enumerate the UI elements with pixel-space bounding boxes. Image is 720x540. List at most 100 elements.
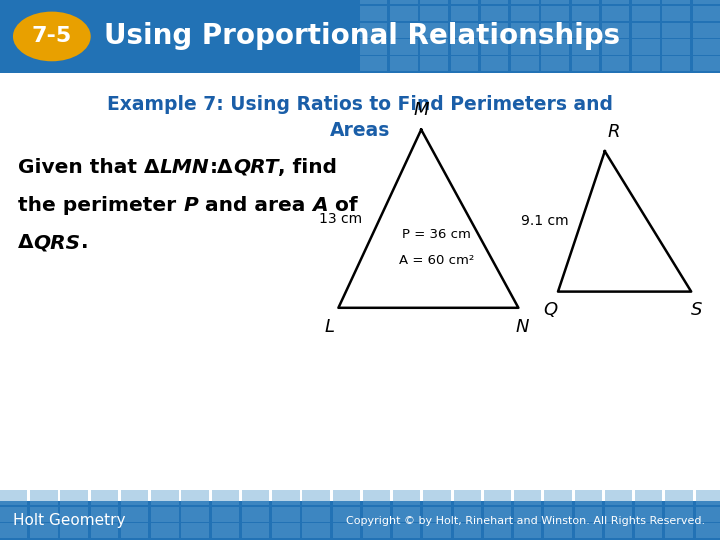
Bar [511, 6, 539, 21]
Text: .: . [81, 233, 89, 253]
Text: A: A [312, 195, 328, 215]
Bar [390, 39, 418, 55]
Bar [575, 490, 602, 505]
Bar [91, 523, 118, 538]
Bar [602, 6, 629, 21]
Bar [30, 507, 58, 522]
Bar [390, 0, 418, 4]
Text: Copyright © by Holt, Rinehart and Winston. All Rights Reserved.: Copyright © by Holt, Rinehart and Winsto… [346, 516, 706, 525]
Bar [423, 523, 451, 538]
Text: of: of [328, 195, 358, 215]
Bar [60, 523, 88, 538]
Bar [605, 523, 632, 538]
Text: Q: Q [544, 301, 558, 319]
Text: :Δ: :Δ [210, 158, 233, 177]
Bar [272, 507, 300, 522]
Bar [151, 523, 179, 538]
Bar [696, 490, 720, 505]
Bar [632, 0, 660, 4]
Bar [420, 0, 448, 4]
Bar [390, 56, 418, 71]
Text: Using Proportional Relationships: Using Proportional Relationships [104, 23, 621, 50]
Bar [602, 39, 629, 55]
Bar [572, 39, 599, 55]
Text: Example 7: Using Ratios to Find Perimeters and: Example 7: Using Ratios to Find Perimete… [107, 94, 613, 113]
Text: M: M [413, 101, 429, 119]
Bar [696, 507, 720, 522]
Bar [363, 507, 390, 522]
Bar [662, 23, 690, 38]
Text: P = 36 cm: P = 36 cm [402, 228, 471, 241]
Bar [302, 507, 330, 522]
Bar [272, 490, 300, 505]
Bar [544, 490, 572, 505]
Text: Areas: Areas [330, 122, 390, 140]
Bar [423, 507, 451, 522]
Bar [602, 0, 629, 4]
Bar [451, 23, 478, 38]
Bar [91, 490, 118, 505]
Bar [514, 507, 541, 522]
Bar [662, 56, 690, 71]
Bar [181, 507, 209, 522]
Bar [360, 39, 387, 55]
Bar [333, 490, 360, 505]
Bar [693, 56, 720, 71]
Bar [662, 39, 690, 55]
Bar [60, 507, 88, 522]
Bar [451, 0, 478, 4]
Text: Given that Δ: Given that Δ [18, 158, 160, 177]
Bar [632, 56, 660, 71]
Bar [632, 6, 660, 21]
Bar [572, 6, 599, 21]
Bar [481, 23, 508, 38]
Bar [541, 39, 569, 55]
Bar [665, 523, 693, 538]
Bar [602, 23, 629, 38]
Text: the perimeter: the perimeter [18, 195, 183, 215]
Bar [693, 39, 720, 55]
Text: L: L [325, 318, 335, 335]
Bar [662, 6, 690, 21]
Bar [544, 507, 572, 522]
Bar [420, 6, 448, 21]
Bar [514, 490, 541, 505]
Bar [514, 523, 541, 538]
Bar [121, 523, 148, 538]
Bar [544, 523, 572, 538]
Bar [572, 56, 599, 71]
Bar [541, 0, 569, 4]
Text: and area: and area [198, 195, 312, 215]
Bar [484, 507, 511, 522]
Bar [481, 56, 508, 71]
Bar [333, 523, 360, 538]
Bar [0, 507, 27, 522]
Bar [30, 490, 58, 505]
Bar [484, 490, 511, 505]
Bar [635, 507, 662, 522]
Bar [511, 23, 539, 38]
Bar [121, 490, 148, 505]
Bar [605, 490, 632, 505]
Bar [212, 507, 239, 522]
Bar [481, 6, 508, 21]
Bar [541, 56, 569, 71]
Bar [632, 23, 660, 38]
Bar [390, 23, 418, 38]
Bar [665, 507, 693, 522]
Bar [363, 523, 390, 538]
Bar [151, 507, 179, 522]
Bar [693, 23, 720, 38]
Bar [393, 490, 420, 505]
Bar [541, 6, 569, 21]
Text: QRT: QRT [233, 158, 279, 177]
Bar [272, 523, 300, 538]
Text: , find: , find [279, 158, 338, 177]
Bar [302, 490, 330, 505]
Bar [363, 490, 390, 505]
Bar [481, 0, 508, 4]
Bar [360, 0, 387, 4]
Bar [360, 23, 387, 38]
Bar [635, 490, 662, 505]
Text: P: P [183, 195, 198, 215]
